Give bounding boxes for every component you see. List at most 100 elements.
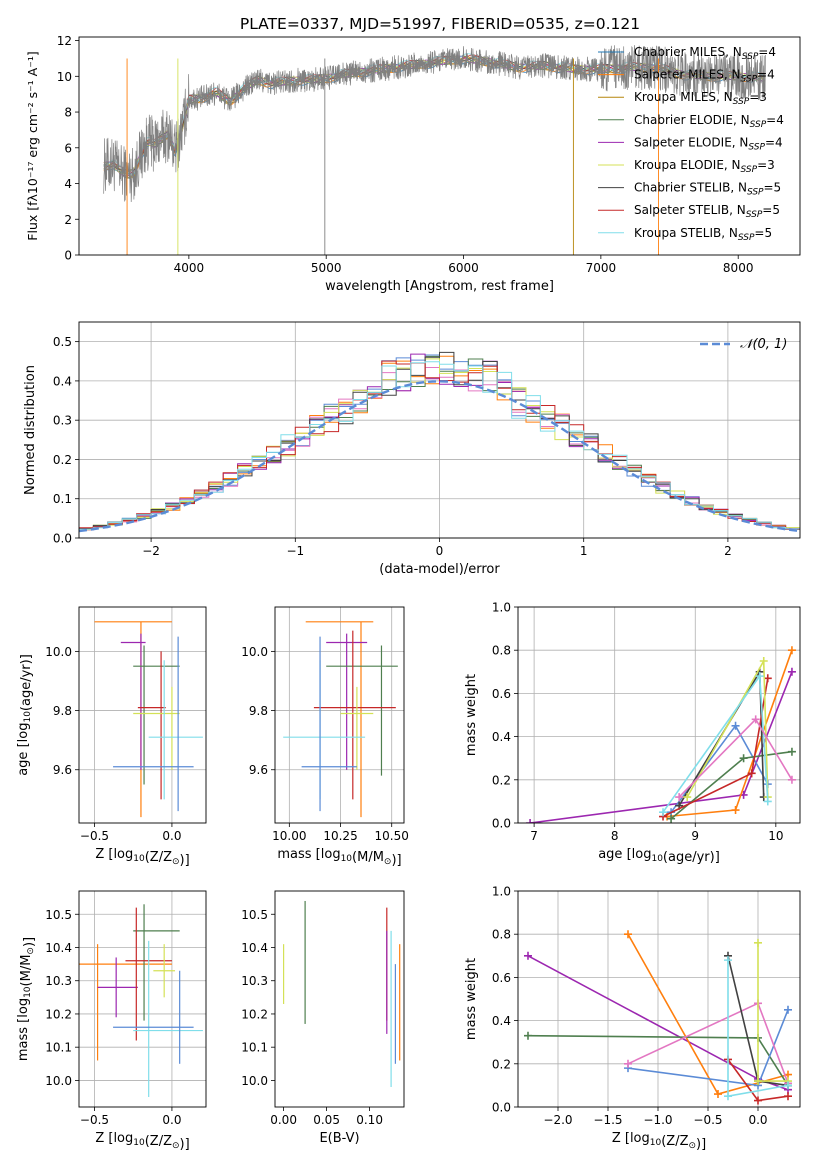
label-part: )]	[180, 1137, 190, 1152]
y-tick-label: 0.3	[53, 414, 72, 428]
legend-value: =3	[757, 158, 775, 172]
panels-group: 4000 5000 6000 7000 8000024681012wavelength …	[16, 34, 801, 1152]
panel-age_vs_mass: 10.00 10.25 10.50 9.6 9.8 10.0 mass [log10(M/M…	[241, 606, 409, 868]
y-tick-label: 10	[57, 70, 72, 84]
y-tick-label: 10.0	[45, 1074, 72, 1088]
x-tick-label: −0.5	[80, 1113, 109, 1127]
legend-label: Salpeter MILES, N	[634, 68, 741, 82]
y-tick-label: 9.8	[53, 704, 72, 718]
label-part: ⊙	[384, 857, 392, 867]
x-axis-label: Z [log10(Z/Z⊙)]	[95, 847, 189, 868]
y-tick-label: 9.8	[249, 704, 268, 718]
label-part: ⊙	[26, 947, 36, 955]
legend-label: Salpeter ELODIE, N	[634, 135, 748, 149]
x-tick-label: 10	[768, 829, 783, 843]
label-part: wavelength [Angstrom, rest frame]	[325, 279, 554, 294]
panel-spectrum: 4000 5000 6000 7000 8000 0 2 4 6 8 10 12 wavelength …	[25, 34, 801, 294]
legend-entry: Salpeter MILES, NSSP=4	[634, 68, 775, 85]
mass-weight-marker	[784, 1081, 792, 1090]
y-tick-label: 0.6	[492, 687, 511, 701]
y-tick-label: 0.1	[53, 492, 72, 506]
y-tick-label: 0.8	[492, 644, 511, 658]
y-tick-label: 0.4	[492, 730, 511, 744]
label-subscript: 10	[133, 1138, 145, 1148]
y-tick-label: 0	[64, 249, 72, 263]
panel-massweight_vs_Z: −2.0 −1.5 −1.0 −0.5 0.0 0.0 0.2 0.4 0.6 0.8 1.0 Z […	[464, 885, 801, 1152]
legend-label: Kroupa STELIB, N	[634, 226, 738, 240]
axes-frame	[517, 890, 801, 1108]
label-subscript: 10	[651, 854, 663, 864]
normal-reference-curve	[79, 380, 800, 533]
plot-area	[524, 930, 792, 1105]
x-tick-label: 7000	[586, 261, 617, 275]
y-tick-label: 0.0	[53, 532, 72, 546]
legend-entry: Kroupa STELIB, NSSP=5	[634, 226, 772, 243]
y-tick-label: 1.0	[492, 601, 511, 615]
y-tick-label: 10.3	[45, 974, 72, 988]
x-axis-label: mass [log10(M/M⊙)]	[277, 847, 401, 868]
legend-label: Chabrier STELIB, N	[634, 181, 747, 195]
mass-weight-marker	[524, 951, 532, 960]
y-tick-label: 10.3	[241, 974, 268, 988]
x-tick-label: −2	[142, 544, 160, 558]
y-tick-label: 10.2	[45, 1007, 72, 1021]
mass-weight-marker	[784, 1092, 792, 1101]
x-tick-label: −2.0	[543, 1113, 572, 1127]
mass-weight-marker	[731, 806, 740, 815]
y-tick-label: 10.4	[45, 941, 72, 955]
label-part: (Z/Z	[661, 1134, 688, 1149]
y-tick-label: 8	[64, 106, 72, 120]
plot-area	[94, 621, 203, 818]
y-axis-label: Normed distribution	[23, 365, 38, 495]
label-part: log	[632, 847, 652, 862]
data-spectrum-line	[103, 45, 766, 203]
y-tick-label: 6	[64, 141, 72, 155]
y-axis-label: mass weight	[464, 674, 479, 756]
label-part: log	[113, 1131, 133, 1146]
x-tick-label: 2	[724, 544, 732, 558]
label-subscript: 10	[341, 854, 353, 864]
label-subscript: 10	[23, 986, 33, 998]
plot-area	[526, 646, 796, 823]
mass-weight-marker	[524, 1031, 532, 1040]
label-part: age [	[16, 742, 31, 775]
mass-weight-marker	[751, 715, 760, 724]
x-axis-label: age [log10(age/yr)]	[598, 847, 720, 865]
y-tick-label: 10.0	[241, 1074, 268, 1088]
legend-subscript: SSP	[741, 165, 758, 175]
plot-area	[79, 351, 800, 533]
mass-weight-marker	[763, 674, 772, 683]
y-axis-label: age [log10(age/yr)]	[16, 654, 34, 776]
label-part: Z [	[612, 1131, 630, 1146]
legend-value: =4	[766, 113, 784, 127]
y-tick-label: 0.8	[492, 928, 511, 942]
y-axis-label: mass [log10(M/M⊙)]	[16, 937, 37, 1061]
label-part: Normed distribution	[23, 365, 38, 495]
y-tick-label: 10.5	[45, 908, 72, 922]
x-tick-label: 0	[436, 544, 444, 558]
mass-weight-marker	[754, 1077, 762, 1086]
label-part: mass weight	[464, 958, 479, 1040]
y-tick-label: 0.2	[53, 453, 72, 467]
legend-label: Chabrier MILES, N	[634, 45, 742, 59]
mass-weight-marker	[624, 1059, 632, 1068]
axes-frame	[274, 606, 405, 824]
x-tick-label: 0.05	[313, 1113, 340, 1127]
label-part: (age/yr)]	[19, 654, 34, 711]
label-part: )]	[696, 1137, 706, 1152]
plot-area	[103, 45, 766, 255]
legend-entry: Chabrier ELODIE, NSSP=4	[634, 113, 784, 130]
legend-value: =4	[765, 135, 783, 149]
mass-weight-line	[678, 669, 765, 807]
mass-weight-marker	[787, 646, 796, 655]
legend-subscript: SSP	[733, 97, 750, 107]
y-axis-label: mass weight	[464, 958, 479, 1040]
legend-subscript: SSP	[738, 233, 755, 243]
y-tick-label: 0.2	[492, 1057, 511, 1071]
y-tick-label: 10.0	[241, 645, 268, 659]
label-part: mass [	[16, 1018, 31, 1061]
x-tick-label: 9	[691, 829, 699, 843]
mass-weight-marker	[739, 754, 748, 763]
